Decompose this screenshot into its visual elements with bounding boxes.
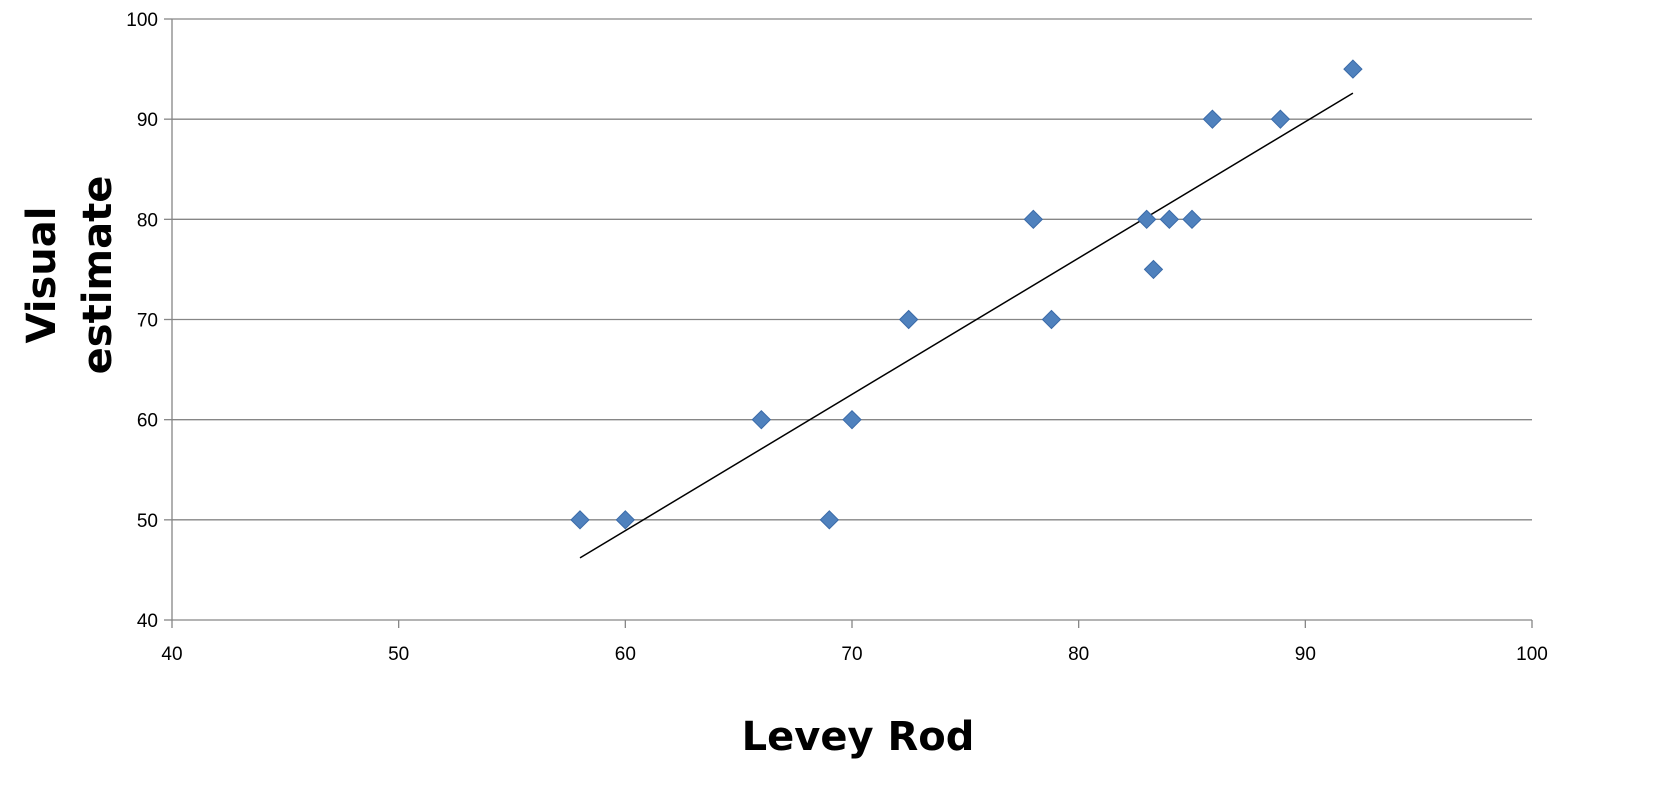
x-tick-label-70: 70 <box>841 644 862 665</box>
y-tick-label-90: 90 <box>137 110 158 131</box>
data-point-5 <box>842 409 862 430</box>
data-point-9 <box>1136 209 1157 230</box>
y-tick-labels: 40 50 60 70 80 90 100 <box>126 10 158 632</box>
x-tick-labels: 40 50 60 70 80 90 100 <box>161 644 1547 665</box>
data-point-10 <box>1143 259 1164 280</box>
y-tick-label-60: 60 <box>137 411 158 432</box>
axes <box>164 18 1533 628</box>
data-point-4 <box>819 510 840 530</box>
y-tick-label-50: 50 <box>137 511 158 532</box>
data-point-8 <box>1041 309 1062 330</box>
data-point-14 <box>1270 109 1291 129</box>
x-tick-label-80: 80 <box>1068 644 1089 665</box>
y-tick-label-100: 100 <box>126 10 158 31</box>
y-tick-label-70: 70 <box>137 311 158 332</box>
x-axis-title: Levey Rod <box>742 714 975 760</box>
y-axis-title: Visual estimate <box>19 176 121 375</box>
data-point-2 <box>615 510 636 530</box>
y-tick-label-40: 40 <box>137 611 158 632</box>
data-point-12 <box>1182 209 1202 230</box>
data-point-13 <box>1202 109 1223 129</box>
data-point-3 <box>751 409 772 430</box>
x-tick-label-40: 40 <box>161 644 182 665</box>
trendline-layer <box>579 92 1354 559</box>
data-point-7 <box>1023 209 1044 230</box>
x-tick-label-60: 60 <box>615 644 636 665</box>
x-tick-label-90: 90 <box>1295 644 1316 665</box>
data-point-6 <box>898 309 919 330</box>
x-tick-label-100: 100 <box>1516 644 1548 665</box>
y-tick-label-80: 80 <box>137 210 158 231</box>
y-axis-title-line-1: Visual <box>19 207 65 344</box>
data-points <box>570 59 1363 530</box>
data-point-11 <box>1159 209 1180 230</box>
trendline <box>579 92 1354 559</box>
gridlines <box>172 18 1532 521</box>
data-point-15 <box>1343 59 1363 79</box>
y-axis-title-line-2: estimate <box>75 176 121 375</box>
data-point-1 <box>570 510 590 530</box>
x-tick-label-50: 50 <box>388 644 409 665</box>
